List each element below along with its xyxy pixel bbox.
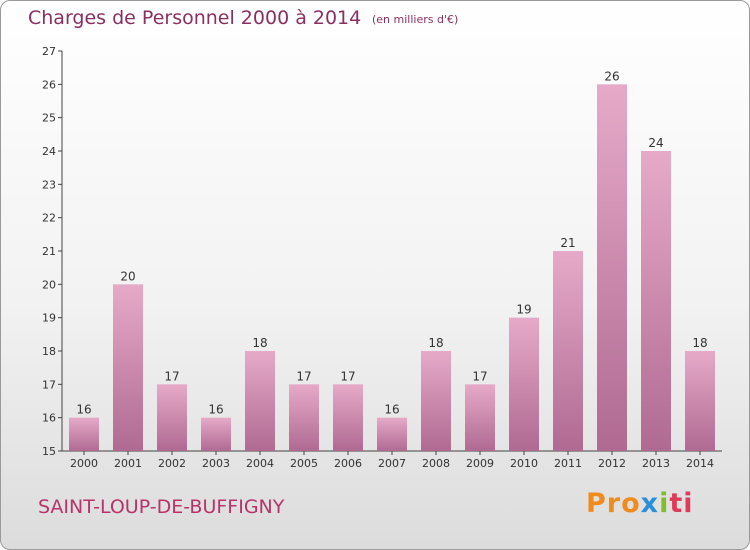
x-tick-label: 2010 — [510, 457, 538, 470]
bar — [289, 384, 319, 451]
y-tick-label: 18 — [42, 345, 56, 358]
x-tick-label: 2008 — [422, 457, 450, 470]
bar-value-label: 17 — [340, 369, 355, 383]
bar — [597, 84, 627, 451]
bar — [685, 351, 715, 451]
commune-name: SAINT-LOUP-DE-BUFFIGNY — [38, 496, 285, 518]
x-tick-label: 2005 — [290, 457, 318, 470]
y-tick-label: 16 — [42, 412, 56, 425]
bar — [421, 351, 451, 451]
x-tick-label: 2011 — [554, 457, 582, 470]
y-tick-label: 20 — [42, 278, 56, 291]
logo-part: Pro — [586, 488, 641, 519]
logo-part: ti — [669, 488, 694, 519]
bar-value-label: 17 — [296, 369, 311, 383]
bar — [509, 317, 539, 451]
y-tick-label: 17 — [42, 378, 56, 391]
proxiti-logo: Proxiti — [586, 488, 694, 519]
bar-value-label: 16 — [208, 403, 223, 417]
x-tick-label: 2006 — [334, 457, 362, 470]
bar — [201, 417, 231, 451]
x-tick-label: 2004 — [246, 457, 274, 470]
x-tick-label: 2001 — [114, 457, 142, 470]
bar — [377, 417, 407, 451]
bar-value-label: 18 — [692, 336, 707, 350]
y-tick-label: 15 — [42, 445, 56, 458]
x-tick-label: 2000 — [70, 457, 98, 470]
bar — [641, 151, 671, 451]
bar-value-label: 18 — [252, 336, 267, 350]
y-tick-label: 24 — [42, 145, 56, 158]
bar — [553, 251, 583, 451]
bar — [113, 284, 143, 451]
x-tick-label: 2012 — [598, 457, 626, 470]
y-tick-label: 23 — [42, 178, 56, 191]
bar-value-label: 19 — [516, 303, 531, 317]
bar — [157, 384, 187, 451]
y-tick-label: 27 — [42, 45, 56, 58]
logo-part: x — [640, 488, 660, 519]
x-tick-label: 2002 — [158, 457, 186, 470]
bar-value-label: 21 — [560, 236, 575, 250]
bar — [465, 384, 495, 451]
y-tick-label: 22 — [42, 212, 56, 225]
x-tick-label: 2003 — [202, 457, 230, 470]
x-tick-label: 2014 — [686, 457, 714, 470]
bar-value-label: 18 — [428, 336, 443, 350]
bar-value-label: 16 — [76, 403, 91, 417]
y-tick-label: 26 — [42, 78, 56, 91]
bar-value-label: 24 — [648, 136, 663, 150]
bar-value-label: 20 — [120, 269, 135, 283]
y-tick-label: 25 — [42, 112, 56, 125]
x-tick-label: 2007 — [378, 457, 406, 470]
chart-unit: (en milliers d'€) — [372, 13, 459, 26]
chart-title: Charges de Personnel 2000 à 2014 — [28, 7, 362, 29]
bar — [245, 351, 275, 451]
x-tick-label: 2013 — [642, 457, 670, 470]
logo-part: i — [659, 488, 670, 519]
bar — [69, 417, 99, 451]
y-tick-label: 19 — [42, 312, 56, 325]
x-tick-label: 2009 — [466, 457, 494, 470]
y-tick-label: 21 — [42, 245, 56, 258]
bar-value-label: 16 — [384, 403, 399, 417]
bar-value-label: 26 — [604, 69, 619, 83]
bar-value-label: 17 — [472, 369, 487, 383]
bar — [333, 384, 363, 451]
bar-value-label: 17 — [164, 369, 179, 383]
